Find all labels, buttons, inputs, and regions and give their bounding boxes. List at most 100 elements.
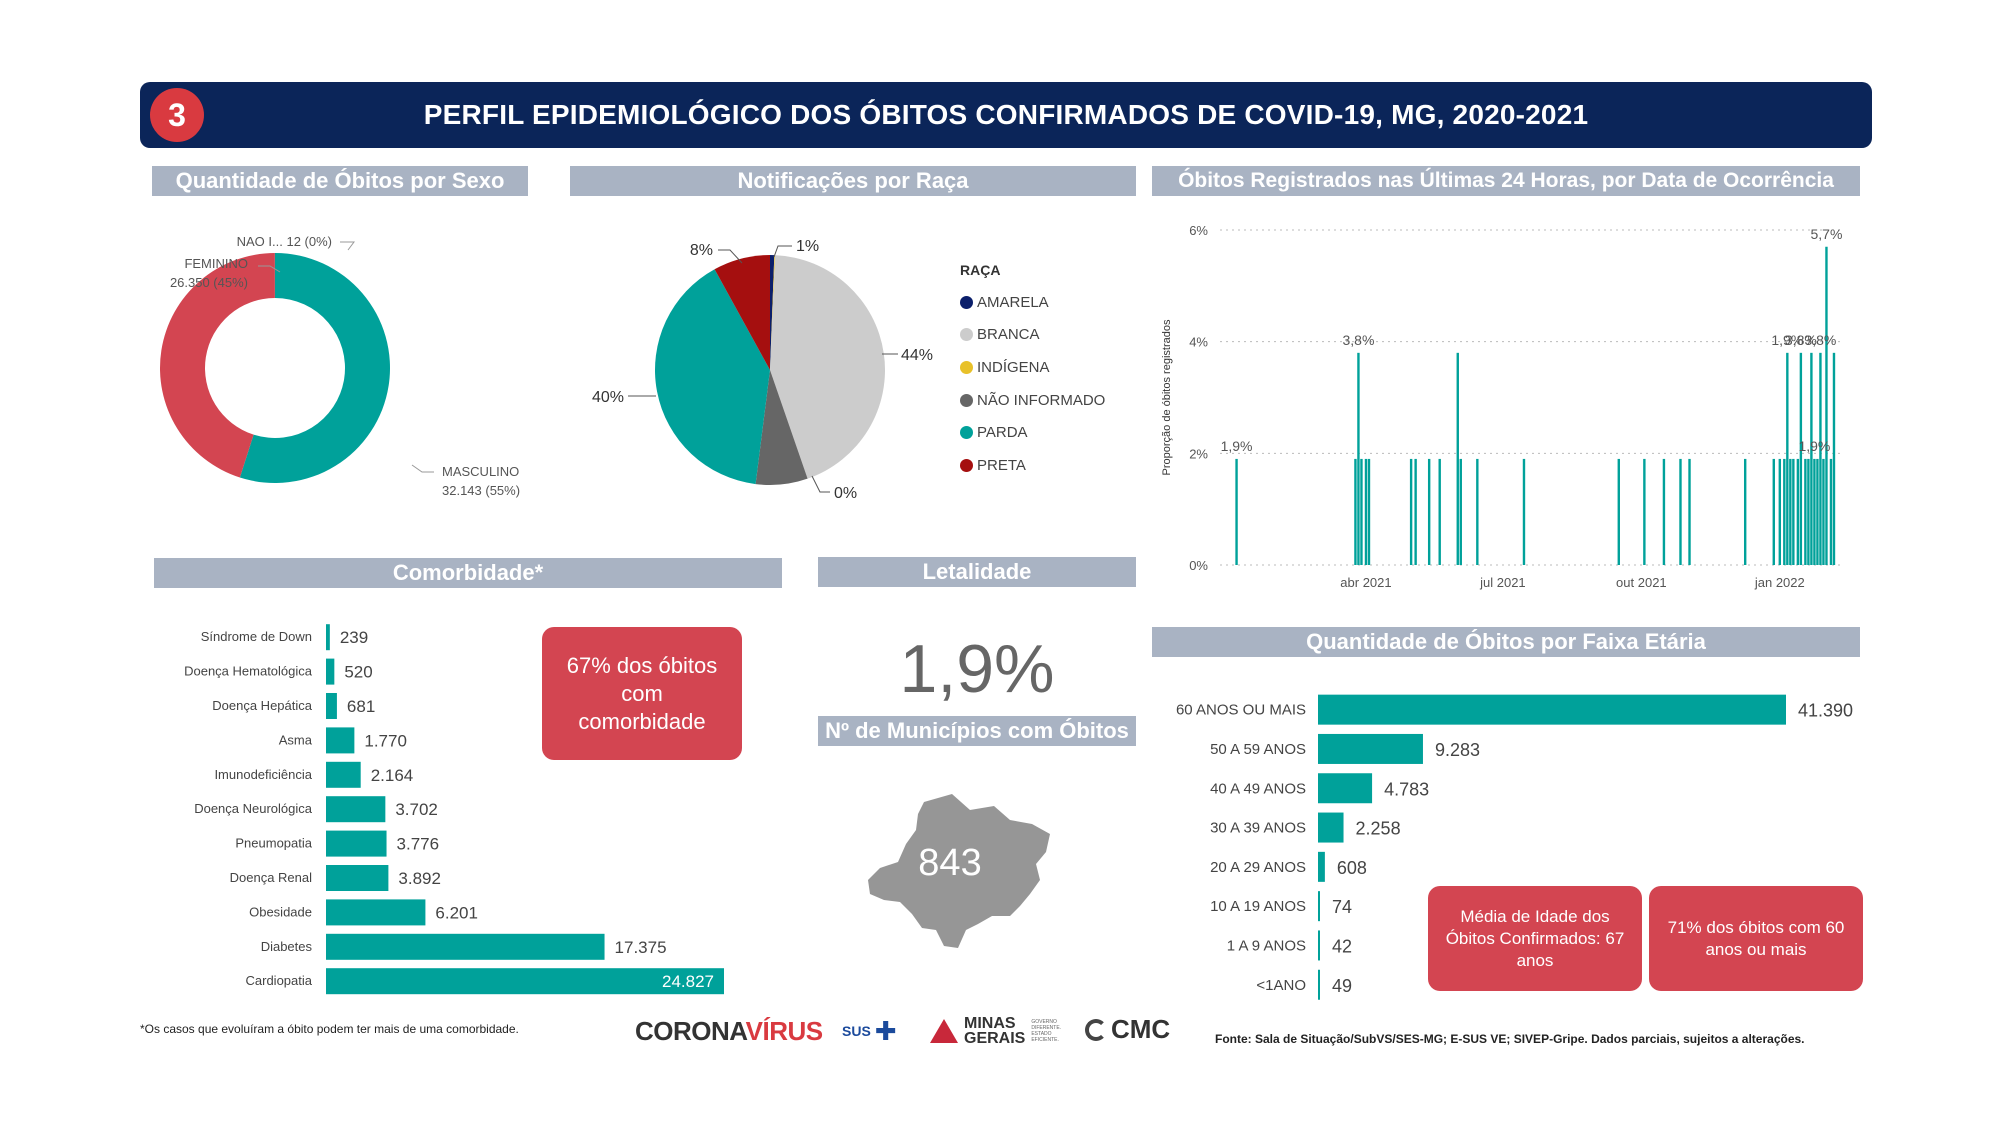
bar	[1409, 458, 1413, 565]
bar	[1367, 458, 1371, 565]
triangle-icon	[930, 1019, 958, 1043]
value-label: 4.783	[1384, 779, 1429, 799]
category-label: 40 A 49 ANOS	[1210, 780, 1306, 797]
bar	[1799, 352, 1803, 565]
logo-cmc: CMC	[1085, 1014, 1170, 1045]
x-tick-label: out 2021	[1616, 575, 1667, 590]
category-label: <1ANO	[1256, 977, 1306, 994]
logo-sus: SUS ✚	[842, 1016, 897, 1046]
bar	[1807, 458, 1810, 565]
cross-icon: ✚	[874, 1016, 897, 1046]
donut-chart-sexo: NAO I... 12 (0%) FEMININO 26.350 (45%) M…	[160, 234, 520, 498]
bar	[326, 899, 426, 926]
minas-gerais-map	[868, 794, 1050, 948]
category-label: 1 A 9 ANOS	[1227, 937, 1306, 954]
bar	[1679, 458, 1682, 565]
pie-label-parda: 40%	[592, 389, 624, 406]
logo-sus-text: SUS	[842, 1023, 871, 1039]
bar	[1414, 458, 1417, 565]
category-label: 50 A 59 ANOS	[1210, 741, 1306, 758]
bar	[1318, 969, 1320, 1000]
legend-item-amarela: AMARELA	[960, 286, 1105, 319]
source-note: Fonte: Sala de Situação/SubVS/SES-MG; E-…	[1215, 1032, 1805, 1046]
value-label: 520	[344, 663, 372, 682]
bar	[326, 693, 337, 719]
bar	[1235, 458, 1238, 565]
logo-minas-gerais: MINAS GERAIS GOVERNO DIFERENTE. ESTADO EF…	[930, 1016, 1071, 1047]
bar	[1804, 458, 1807, 565]
y-axis-title: Proporção de óbitos registrados	[1161, 319, 1173, 475]
pie-label-amarela: 1%	[796, 238, 819, 255]
y-tick-label: 4%	[1189, 335, 1208, 350]
municipios-value: 843	[918, 842, 982, 884]
bar	[1832, 352, 1836, 565]
legend-label: PRETA	[977, 456, 1026, 474]
badge-media-idade: Média de Idade dos Óbitos Confirmados: 6…	[1428, 886, 1642, 991]
bar	[1783, 458, 1786, 565]
bar	[1364, 458, 1368, 565]
legend-swatch	[960, 393, 973, 407]
logo-mg-line2: GERAIS	[964, 1030, 1026, 1047]
bar	[1778, 458, 1782, 565]
logo-virus-text: VÍRUS	[745, 1016, 823, 1046]
page-title: PERFIL EPIDEMIOLÓGICO DOS ÓBITOS CONFIRM…	[423, 99, 1589, 130]
legend-swatch	[960, 295, 973, 309]
bar	[326, 727, 355, 754]
bar	[1456, 352, 1459, 565]
pie-label-preta: 8%	[690, 242, 713, 259]
bar-chart-ultimas24: 0% 2% 4% 6% Proporção de óbitos registrados a…	[1161, 223, 1842, 590]
x-tick-label: abr 2021	[1340, 575, 1391, 590]
legend-item-indigena: INDÍGENA	[960, 351, 1105, 384]
bar-chart-comorbidade: Síndrome de Down 239 Doença Hematológica 52…	[184, 624, 724, 995]
bar	[1816, 458, 1819, 565]
value-label: 49	[1332, 976, 1352, 996]
bar	[1643, 458, 1646, 565]
category-label: Asma	[279, 732, 313, 747]
value-label: 41.390	[1798, 701, 1853, 721]
badge-sessenta: 71% dos óbitos com 60 anos ou mais	[1649, 886, 1863, 991]
bar	[1318, 694, 1786, 725]
bar-chart-faixa-etaria: 60 ANOS OU MAIS 41.390 50 A 59 ANOS 9.283 40…	[1176, 694, 1853, 1000]
bar	[326, 968, 724, 995]
bar	[326, 761, 361, 788]
y-tick-label: 0%	[1189, 558, 1208, 573]
x-tick-label: jan 2022	[1754, 575, 1805, 590]
category-label: Pneumopatia	[235, 836, 312, 851]
pie-slice-preta	[714, 255, 770, 370]
badge-sessenta-text: 71% dos óbitos com 60 anos ou mais	[1667, 917, 1845, 959]
value-label: 3.892	[398, 869, 441, 888]
data-label: 1,9%	[1221, 438, 1253, 454]
category-label: Imunodeficiência	[214, 767, 312, 782]
section-title-sexo: Quantidade de Óbitos por Sexo	[152, 166, 528, 196]
y-tick-label: 6%	[1189, 223, 1208, 238]
category-label: 10 A 19 ANOS	[1210, 898, 1306, 915]
bar	[1796, 458, 1800, 565]
bar	[1318, 733, 1423, 764]
legend-swatch	[960, 360, 973, 374]
bar	[1789, 458, 1792, 565]
bar	[1825, 246, 1828, 565]
data-label: 3,8%	[1785, 332, 1817, 348]
pie-slice-parda	[655, 269, 770, 485]
logo-cmc-text: CMC	[1111, 1014, 1171, 1044]
bar	[1688, 458, 1691, 565]
category-label: Síndrome de Down	[201, 629, 312, 644]
legend-raca: RAÇA AMARELA BRANCA INDÍGENA NÃO INFORMA…	[960, 262, 1105, 482]
badge-media-idade-text: Média de Idade dos Óbitos Confirmados: 6…	[1445, 906, 1625, 970]
value-label: 17.375	[615, 938, 667, 957]
logo-mg-slogan: GOVERNO DIFERENTE. ESTADO EFICIENTE.	[1031, 1019, 1062, 1043]
legend-label: BRANCA	[977, 326, 1040, 344]
bar	[326, 865, 389, 891]
legend-item-preta: PRETA	[960, 449, 1105, 482]
label-nao-informado: NAO I... 12 (0%)	[237, 234, 332, 249]
pie-slice-n-o-informado	[755, 370, 808, 485]
logo-mg-text: MINAS GERAIS	[964, 1016, 1026, 1047]
legend-swatch	[960, 458, 973, 472]
bar	[1354, 458, 1357, 565]
legend-swatch	[960, 328, 973, 342]
bar	[326, 933, 605, 960]
pie-slice-amarela	[770, 255, 775, 370]
x-tick-label: jul 2021	[1479, 575, 1526, 590]
bar	[1438, 458, 1441, 565]
label-feminino-name: FEMININO	[184, 256, 248, 271]
